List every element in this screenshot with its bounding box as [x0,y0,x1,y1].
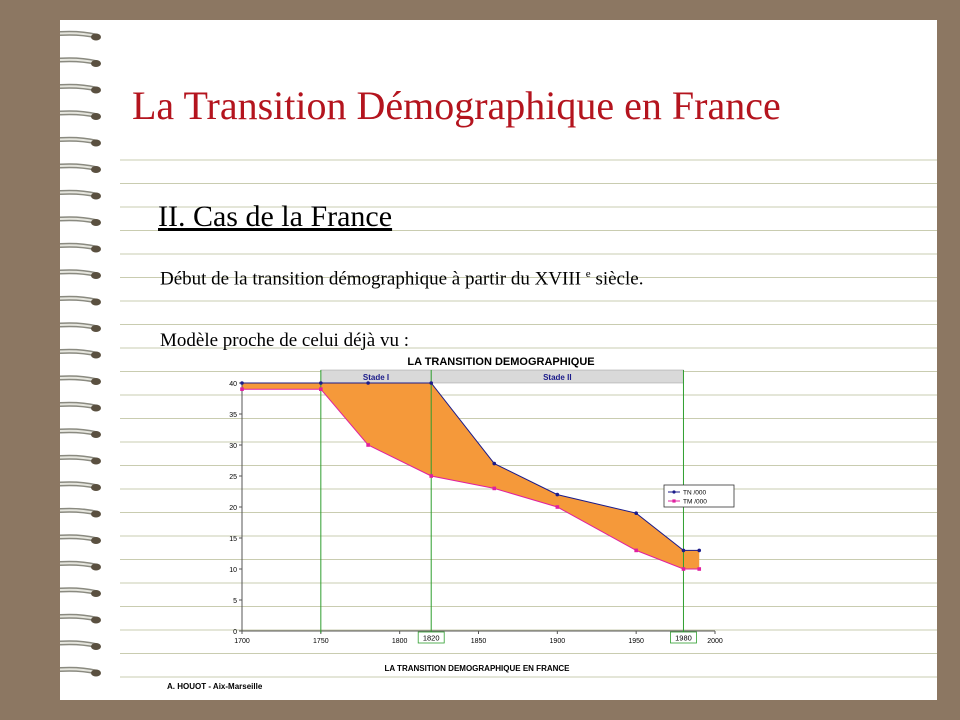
stage-label: Stade I [363,373,389,382]
body-text-line-2: Modèle proche de celui déjà vu : [160,330,410,351]
spiral-ring [60,295,101,306]
series-point [681,567,686,571]
y-tick-label: 15 [229,536,237,543]
spiral-ring [60,163,101,173]
series-point [492,461,497,466]
chart-credit: A. HOUOT - Aix-Marseille [167,682,263,691]
series-point [697,567,702,571]
spiral-ring [60,507,101,518]
spiral-ring [60,454,101,465]
spiral-ring [60,560,101,571]
series-point [634,511,638,515]
x-tick-label: 1700 [234,638,250,645]
x-tick-label: 1750 [313,638,329,645]
spiral-ring [60,189,101,200]
section-subtitle: II. Cas de la France [158,200,393,233]
y-tick-label: 25 [229,474,237,481]
transition-chart: LA TRANSITION DEMOGRAPHIQUE Stade I Stade … [229,356,735,673]
spiral-ring [60,269,101,279]
spiral-ring [60,640,101,650]
spiral-ring [60,666,101,677]
spiral-ring [60,587,101,597]
y-tick-label: 20 [229,505,237,512]
series-point [697,548,702,553]
spiral-ring [60,57,101,67]
boundary-label-box [670,631,697,644]
boundary-label: 1980 [675,634,692,643]
series-point [366,381,370,385]
x-tick-label: 2000 [707,638,723,645]
spiral-ring [60,83,101,94]
spiral-ring [60,481,101,491]
series-point [555,492,560,497]
spiral-ring [60,110,101,120]
series-point [319,387,323,391]
chart-legend: TN /000 TM /000 [663,484,735,508]
stage-band: Stade I [320,369,432,384]
chart-title: LA TRANSITION DEMOGRAPHIQUE [407,356,594,368]
series-point [492,486,497,491]
body-text-line-1: Début de la transition démographique à p… [160,268,643,290]
legend-label: TM /000 [683,499,707,506]
y-tick-label: 0 [233,629,237,636]
y-tick-label: 35 [229,412,237,419]
spiral-ring [60,613,101,624]
series-point [555,505,560,509]
legend-label: TN /000 [683,490,707,497]
x-tick-label: 1800 [392,638,408,645]
series-point [429,381,434,385]
spiral-ring [60,375,101,385]
spiral-ring [60,348,101,359]
series-point [634,548,638,553]
slide-page: La Transition Démographique en France II… [60,20,937,700]
spiral-ring [60,534,101,544]
x-tick-label: 1950 [628,638,644,645]
x-tick-label: 1900 [550,638,566,645]
chart-caption: LA TRANSITION DEMOGRAPHIQUE EN FRANCE [384,664,570,673]
slide-title: La Transition Démographique en France [132,83,781,128]
series-point [366,443,370,447]
series-point [681,548,686,553]
line1-main: Début de la transition démographique à p… [160,268,582,290]
series-point [240,381,244,385]
boundary-label: 1820 [423,634,440,643]
spiral-ring [60,322,101,332]
line1-superscript: e [585,268,591,280]
ruled-lines [120,159,937,678]
spiral-ring [60,428,101,438]
spiral-ring [60,30,101,41]
series-point [240,387,244,391]
y-tick-label: 30 [229,443,237,450]
y-tick-label: 5 [233,598,237,605]
x-tick-label: 1850 [471,638,487,645]
gap-area [242,383,700,569]
line1-end: siècle. [590,268,644,290]
y-tick-label: 40 [229,381,237,388]
boundary-label-box [417,631,445,644]
spiral-ring [60,401,101,412]
y-tick-label: 10 [229,567,237,574]
series-point [319,381,323,385]
series-point [429,474,433,478]
spiral-ring [60,216,101,226]
stage-band: Stade II [430,369,684,384]
spiral-binding [60,30,101,677]
stage-label: Stade II [543,373,571,382]
spiral-ring [60,136,101,147]
spiral-ring [60,242,101,253]
